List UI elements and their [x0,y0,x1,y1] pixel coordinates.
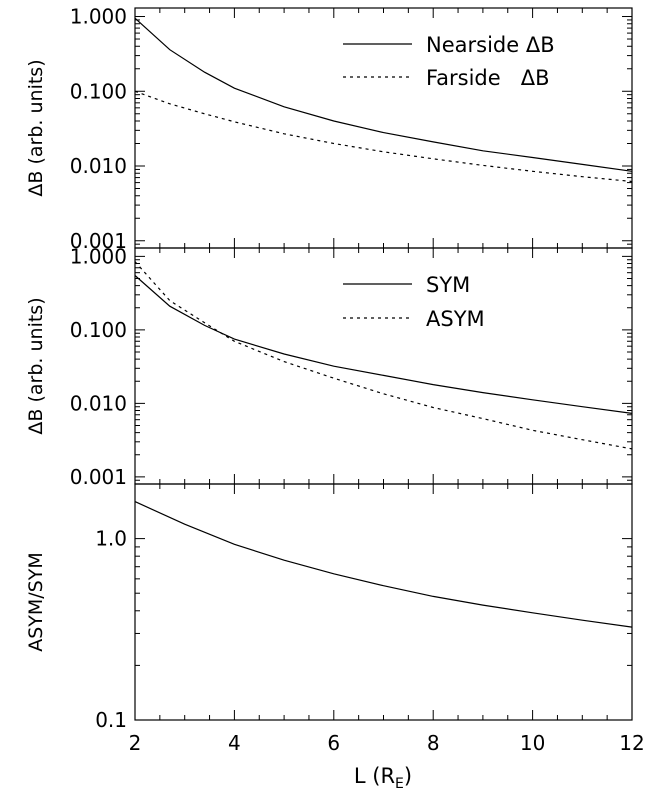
panel-bottom: 0.1 1.0 ASYM/SYM L (RE) 2 4 6 8 10 12 [25,483,645,792]
panel-bottom-series [134,501,633,628]
panel-top-legend: Nearside ΔB Farside ΔB [343,33,555,90]
y-tick-label: 1.000 [70,244,127,268]
x-tick-label: 8 [427,731,440,755]
x-axis-label-subscript: E [395,776,404,792]
y-tick-label: 1.0 [95,527,127,551]
panel-top-ylabel: ΔB (arb. units) [25,59,47,196]
panel-bottom-ylabel: ASYM/SYM [25,552,47,652]
series-line-asym [134,261,633,450]
x-tick-labels: 2 4 6 8 10 12 [129,731,645,755]
x-axis-label-main: L (R [354,764,395,788]
panel-bottom-frame [134,483,633,721]
series-line-ratio [134,501,633,628]
x-tick-label: 12 [619,731,644,755]
panel-middle-ticks: 0.001 0.010 0.100 1.000 [70,244,633,489]
panel-middle-series [134,261,633,450]
panel-top: 0.001 0.010 0.100 1.000 ΔB (arb. units) Nea… [25,5,633,253]
y-tick-label: 0.010 [70,154,127,178]
series-line-sym [134,275,633,414]
x-tick-label: 6 [327,731,340,755]
series-line-farside-b [134,90,633,183]
panel-middle-ylabel: ΔB (arb. units) [25,297,47,434]
y-tick-label: 0.001 [70,465,127,489]
legend-label-nearside: Nearside ΔB [426,33,555,57]
y-tick-label: 0.001 [70,229,127,253]
legend-label-farside: Farside ΔB [426,66,549,90]
x-axis-label-tail: ) [404,764,412,788]
series-line-nearside-b [134,17,633,172]
x-tick-label: 2 [129,731,142,755]
panel-middle: 0.001 0.010 0.100 1.000 ΔB (arb. units) SYM… [25,244,633,489]
y-tick-label: 0.1 [95,708,127,732]
x-tick-label: 4 [228,731,241,755]
x-axis-label: L (RE) [354,764,412,792]
legend-label-asym: ASYM [426,307,485,331]
panel-bottom-ticks: 0.1 1.0 [95,483,633,732]
y-tick-label: 1.000 [70,5,127,29]
legend-label-sym: SYM [426,273,470,297]
y-tick-label: 0.100 [70,318,127,342]
panel-top-series [134,17,633,183]
y-tick-label: 0.100 [70,79,127,103]
x-tick-label: 10 [520,731,545,755]
panel-middle-legend: SYM ASYM [343,273,485,331]
y-tick-label: 0.010 [70,391,127,415]
